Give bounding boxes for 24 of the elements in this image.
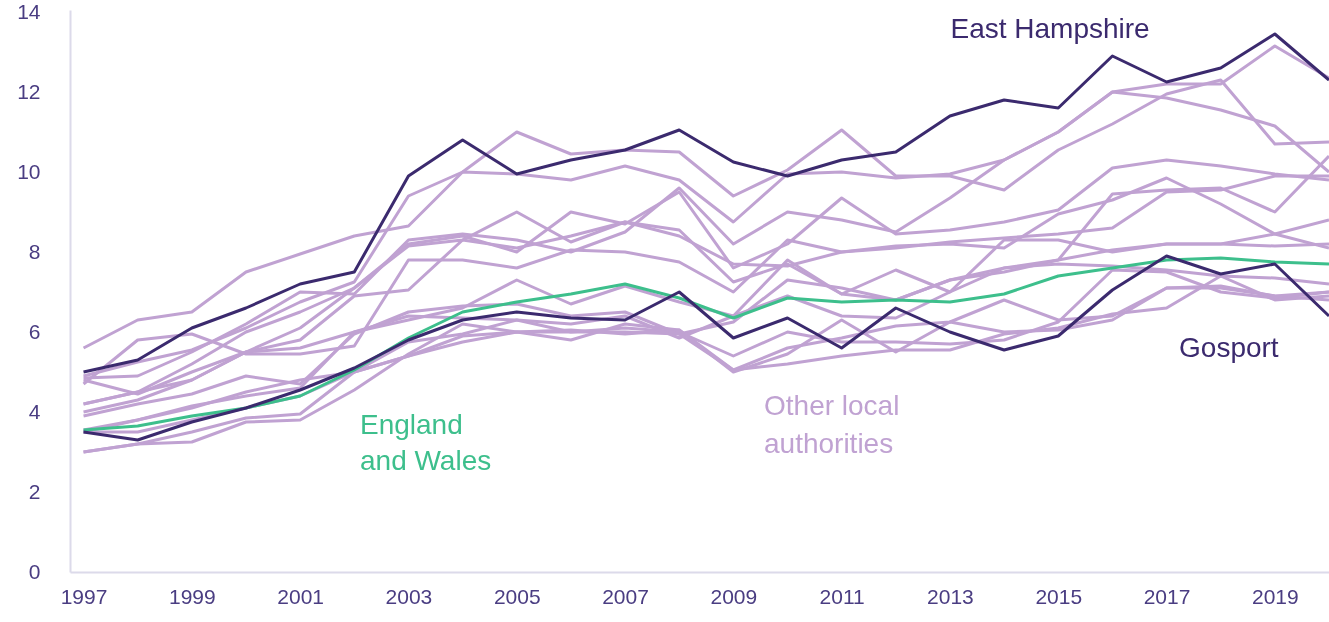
x-tick-label: 2015	[1035, 584, 1083, 608]
series-label: East Hampshire	[950, 13, 1150, 44]
y-tick-label: 6	[28, 319, 41, 343]
x-tick-label: 2019	[1251, 584, 1299, 608]
y-tick-label: 14	[17, 0, 41, 23]
x-tick-label: 2009	[710, 584, 758, 608]
y-tick-label: 0	[28, 559, 41, 583]
x-tick-label: 2005	[493, 584, 541, 608]
x-tick-label: 1997	[60, 584, 108, 608]
y-tick-label: 4	[28, 399, 41, 423]
y-tick-label: 2	[28, 479, 41, 503]
x-tick-label: 2003	[385, 584, 433, 608]
x-tick-label: 2011	[819, 584, 865, 608]
series-label: Gosport	[1179, 332, 1279, 363]
x-tick-label: 2007	[602, 584, 649, 608]
y-tick-label: 12	[17, 79, 41, 103]
annotation: Other local authorities	[764, 390, 900, 459]
x-tick-label: 2013	[927, 584, 974, 608]
x-tick-label: 1999	[168, 584, 216, 608]
x-tick-label: 2017	[1143, 584, 1191, 608]
y-tick-label: 10	[17, 159, 41, 183]
series-label: England and Wales	[359, 409, 492, 476]
y-tick-label: 8	[28, 239, 41, 263]
x-tick-label: 2001	[277, 584, 324, 608]
